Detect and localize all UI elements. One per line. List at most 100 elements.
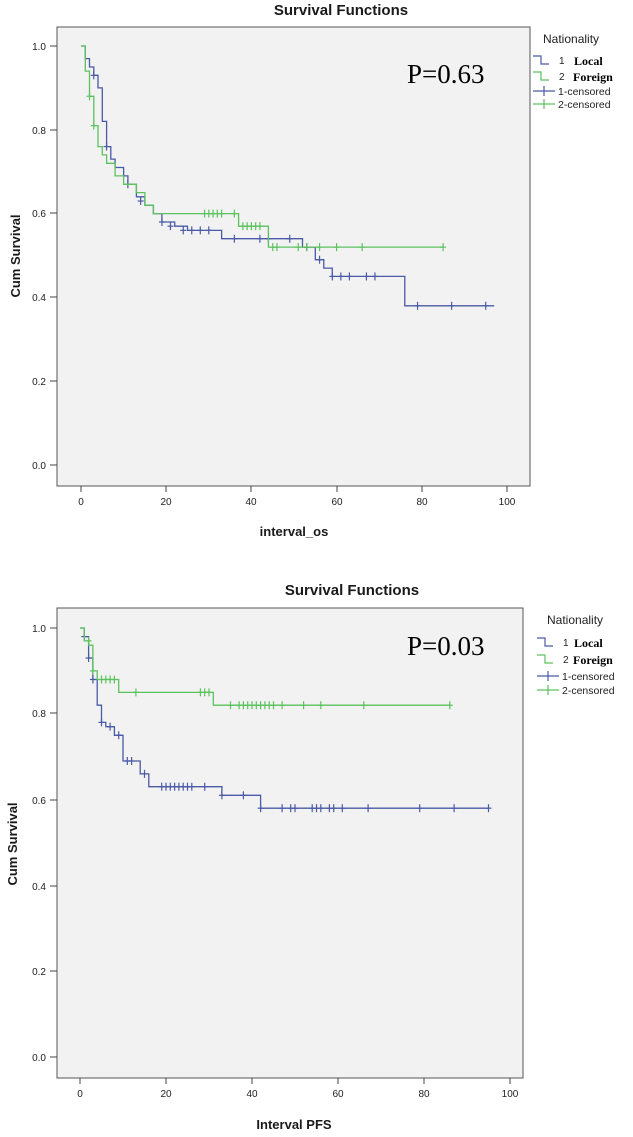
- local-censor-mark: [317, 804, 324, 813]
- os-chart-panel: Survival Functions 0.0 0.2 0.4 0.6 0.8 1…: [0, 0, 633, 560]
- local-censor-mark: [205, 226, 212, 235]
- x-axis: 0 20 40 60 80 100: [77, 1078, 519, 1100]
- local-censor-mark: [448, 301, 455, 310]
- foreign-censor-mark: [446, 701, 453, 710]
- local-censor-mark: [257, 804, 264, 813]
- local-censor-mark: [197, 226, 204, 235]
- chart-title: Survival Functions: [274, 2, 408, 19]
- legend-label-local: Local: [574, 54, 603, 68]
- local-censor-mark: [218, 791, 225, 800]
- x-tick-label: 0: [77, 1089, 83, 1100]
- foreign-censor-mark: [295, 243, 302, 252]
- local-censor-mark: [128, 756, 135, 765]
- foreign-censor-mark: [89, 666, 96, 675]
- x-tick-label: 100: [502, 1089, 519, 1100]
- local-censor-mark: [416, 804, 423, 813]
- local-censor-mark: [167, 222, 174, 231]
- local-censor-mark: [103, 142, 110, 151]
- local-censor-mark: [337, 272, 344, 281]
- foreign-censor-mark: [303, 243, 310, 252]
- x-axis-label: Interval PFS: [256, 1117, 331, 1132]
- local-censor-mark: [316, 255, 323, 264]
- y-axis-label: Cum Survival: [8, 214, 23, 297]
- y-tick-label: 0.2: [32, 967, 46, 978]
- y-tick-label: 0.4: [32, 882, 46, 893]
- foreign-censor-mark: [111, 675, 118, 684]
- y-tick-label: 0.4: [32, 293, 46, 304]
- foreign-censor-mark: [279, 701, 286, 710]
- y-tick-label: 0.2: [32, 377, 46, 388]
- local-censor-mark: [107, 722, 114, 731]
- os-chart: Survival Functions 0.0 0.2 0.4 0.6 0.8 1…: [8, 2, 613, 539]
- x-tick-label: 60: [332, 1089, 344, 1100]
- foreign-censor-mark: [359, 243, 366, 252]
- legend-swatch-local: [537, 637, 553, 647]
- legend-title: Nationality: [547, 613, 603, 627]
- legend-num: 2: [563, 655, 569, 666]
- local-censor-mark: [180, 226, 187, 235]
- y-axis-label: Cum Survival: [5, 802, 20, 885]
- local-censor-mark: [365, 804, 372, 813]
- y-tick-label: 0.6: [32, 796, 46, 807]
- x-tick-label: 40: [246, 1089, 258, 1100]
- y-tick-label: 1.0: [32, 42, 46, 53]
- y-tick-label: 0.8: [32, 709, 46, 720]
- x-tick-label: 20: [160, 1089, 172, 1100]
- p-value: P=0.63: [407, 59, 485, 89]
- legend-num: 2: [559, 72, 565, 83]
- x-axis: 0 20 40 60 80 100: [78, 486, 516, 508]
- local-censor-mark: [240, 791, 247, 800]
- p-value: P=0.03: [407, 631, 485, 661]
- series-layer: [80, 627, 492, 813]
- local-censor-mark: [137, 197, 144, 206]
- chart-title: Survival Functions: [285, 582, 419, 599]
- foreign-censor-mark: [270, 701, 277, 710]
- foreign-censor-mark: [256, 222, 263, 231]
- legend-label-foreign: Foreign: [573, 653, 613, 667]
- y-tick-label: 0.6: [32, 209, 46, 220]
- foreign-censor-mark: [316, 243, 323, 252]
- foreign-censor-mark: [85, 636, 92, 645]
- local-censor-mark: [188, 226, 195, 235]
- local-censor-mark: [279, 804, 286, 813]
- legend-label-1-censored: 1-censored: [562, 671, 615, 683]
- foreign-censor-mark: [300, 701, 307, 710]
- legend-label-1-censored: 1-censored: [558, 86, 611, 98]
- foreign-censor-mark: [132, 688, 139, 697]
- local-censor-mark: [115, 731, 122, 740]
- x-tick-label: 100: [499, 497, 516, 508]
- local-censor-mark: [339, 804, 346, 813]
- foreign-censor-mark: [218, 209, 225, 218]
- local-censor-mark: [89, 675, 96, 684]
- local-censor-mark: [231, 234, 238, 243]
- y-tick-label: 0.8: [32, 126, 46, 137]
- series-layer: [81, 45, 495, 310]
- x-tick-label: 20: [160, 497, 172, 508]
- local-censor-mark: [330, 804, 337, 813]
- x-tick-label: 80: [416, 497, 428, 508]
- local-censor-mark: [451, 804, 458, 813]
- y-tick-label: 0.0: [32, 461, 46, 472]
- legend-num: 1: [563, 638, 569, 649]
- local-censor-mark: [90, 71, 97, 80]
- local-censor-mark: [201, 782, 208, 791]
- local-censor-mark: [363, 272, 370, 281]
- legend: Nationality 1 Local 2 Foreign 1-censored…: [533, 32, 613, 111]
- x-axis-label: interval_os: [260, 524, 329, 539]
- x-tick-label: 40: [245, 497, 257, 508]
- y-axis: 0.0 0.2 0.4 0.6 0.8 1.0: [32, 42, 57, 472]
- legend-swatch-foreign: [537, 654, 553, 664]
- y-tick-label: 1.0: [32, 624, 46, 635]
- local-censor-mark: [256, 234, 263, 243]
- local-censor-mark: [85, 654, 92, 663]
- plot-area: [56, 607, 524, 1079]
- foreign-censor-mark: [86, 92, 93, 101]
- foreign-censor-mark: [231, 209, 238, 218]
- local-censor-mark: [329, 272, 336, 281]
- foreign-survival-curve: [81, 45, 444, 248]
- pfs-chart-panel: Survival Functions 0.0 0.2 0.4 0.6 0.8 1…: [0, 574, 633, 1137]
- legend: Nationality 1 Local 2 Foreign 1-censored…: [537, 613, 615, 697]
- foreign-censor-mark: [206, 688, 212, 697]
- x-tick-label: 80: [418, 1089, 430, 1100]
- local-censor-mark: [414, 301, 421, 310]
